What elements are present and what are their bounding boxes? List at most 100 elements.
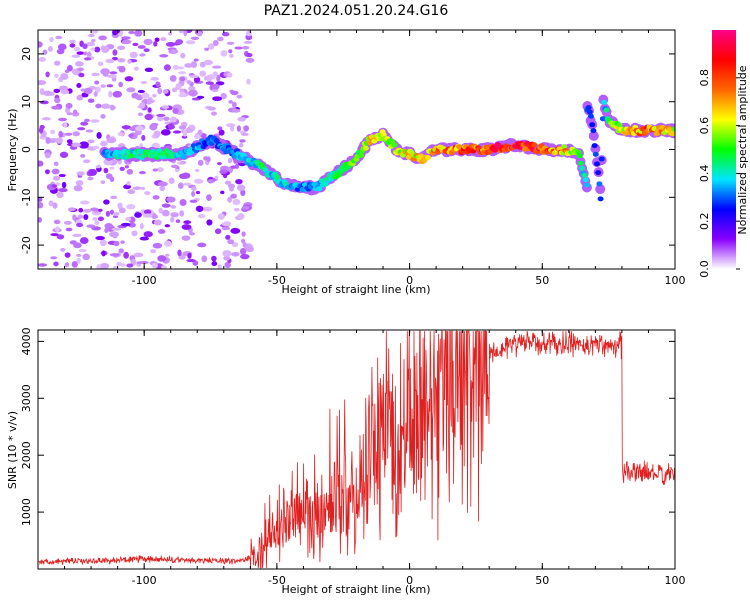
spectrum-point — [156, 81, 161, 88]
spectrum-point — [157, 181, 168, 187]
spectrum-point — [197, 159, 204, 166]
spectrum-point — [181, 224, 192, 230]
spectrum-point — [144, 67, 154, 73]
spectrum-point — [193, 178, 204, 184]
spectrum-point — [44, 169, 50, 175]
spectrum-point — [80, 121, 89, 126]
spectrum-point — [206, 219, 213, 226]
snr-ticks: -100 -50 0 50 100 1000 2000 3000 4000 — [20, 327, 686, 587]
spectrum-point — [211, 261, 218, 267]
spectrum-point — [83, 87, 93, 95]
spectrum-point — [220, 92, 227, 100]
spectrum-point — [94, 80, 100, 85]
spectrum-point — [63, 122, 68, 128]
spectrum-point — [100, 180, 106, 185]
colorbar: 0.0 0.2 0.4 0.6 0.8 Normalized spectral ampl… — [698, 30, 749, 278]
spectrum-point — [591, 143, 598, 149]
spectrum-point — [274, 174, 281, 180]
spectrum-point — [38, 41, 42, 48]
spectrum-point — [38, 56, 46, 63]
spectrum-point — [161, 209, 170, 217]
spectrogram-xlabel: Height of straight line (km) — [281, 283, 430, 296]
spectrum-point — [143, 209, 152, 215]
spectrum-point — [170, 205, 177, 209]
spectrum-point — [72, 233, 82, 238]
spectrum-point — [212, 40, 219, 46]
spectrum-point — [141, 92, 150, 99]
spectrum-point — [121, 39, 132, 45]
colorbar-tick-label: 0.0 — [698, 260, 711, 278]
x-tick-label: -50 — [268, 574, 286, 587]
y-tick-label: 4000 — [20, 327, 33, 355]
x-tick-label: 100 — [665, 574, 686, 587]
spectrum-point — [177, 249, 182, 257]
snr-panel: -100 -50 0 50 100 1000 2000 3000 4000 Height of … — [6, 327, 686, 596]
spectrum-point — [184, 63, 193, 68]
spectrum-point — [169, 116, 177, 123]
spectrum-point — [99, 239, 107, 247]
spectrum-point — [58, 173, 66, 178]
spectrum-point — [38, 197, 43, 202]
spectrum-point — [230, 193, 237, 199]
spectrum-point — [241, 132, 249, 136]
spectrum-point — [80, 200, 90, 205]
spectrum-point — [69, 43, 76, 48]
x-tick-label: -100 — [132, 574, 157, 587]
spectrum-point — [126, 263, 134, 268]
spectrum-point — [206, 194, 212, 201]
spectrum-point — [75, 180, 84, 186]
spectrum-point — [124, 76, 134, 82]
spectrum-point — [105, 173, 113, 180]
spectrum-point — [589, 122, 596, 128]
spectrum-point — [219, 169, 228, 174]
spectrum-point — [172, 130, 182, 134]
spectrum-point — [242, 45, 250, 50]
spectrum-point — [171, 49, 177, 55]
spectrum-point — [132, 42, 139, 47]
spectrum-point — [58, 130, 64, 138]
spectrum-point — [125, 216, 132, 222]
spectrum-point — [118, 65, 126, 73]
spectrum-point — [109, 253, 120, 257]
spectrum-point — [98, 35, 107, 41]
spectrum-point — [598, 156, 605, 162]
spectrum-point — [109, 166, 115, 170]
spectrum-point — [96, 264, 101, 269]
spectrum-point — [64, 252, 71, 258]
spectrum-point — [152, 93, 157, 98]
spectrum-point — [132, 186, 142, 190]
spectrum-point — [236, 125, 241, 132]
spectrum-point — [227, 196, 232, 203]
spectrum-point — [94, 220, 100, 226]
spectrum-point — [120, 263, 126, 267]
spectrum-point — [227, 72, 233, 78]
spectrum-point — [202, 206, 213, 212]
spectrum-point — [76, 94, 84, 101]
spectrum-point — [576, 153, 583, 159]
spectrum-point — [45, 137, 51, 144]
x-tick-label: -50 — [268, 274, 286, 287]
spectrum-point — [72, 131, 80, 137]
spectrum-point — [101, 46, 110, 53]
spectrum-point — [245, 53, 253, 58]
spectrum-point — [179, 210, 185, 217]
spectrum-point — [153, 155, 160, 161]
y-tick-label: 10 — [20, 95, 33, 109]
spectrum-point — [109, 71, 118, 75]
spectrum-point — [172, 108, 179, 114]
spectrum-point — [185, 40, 196, 45]
spectrum-point — [221, 222, 230, 227]
spectrum-point — [204, 47, 209, 51]
spectrum-point — [186, 80, 192, 85]
spectrum-point — [112, 265, 118, 269]
spectrum-point — [153, 219, 162, 226]
x-tick-label: 0 — [406, 574, 413, 587]
spectrum-point — [60, 89, 70, 95]
spectrum-point — [73, 109, 78, 115]
spectrum-point — [213, 138, 220, 144]
spectrum-point — [45, 71, 50, 78]
spectrum-point — [126, 204, 136, 210]
spectrum-point — [52, 175, 61, 181]
spectrum-point — [95, 165, 102, 169]
spectrum-point — [51, 184, 58, 188]
